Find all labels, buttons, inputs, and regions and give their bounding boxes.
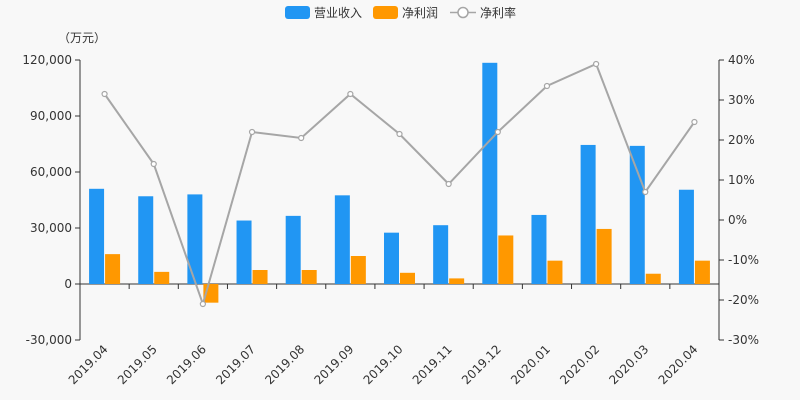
- revenue-bar: [482, 62, 498, 284]
- revenue-bar: [285, 215, 301, 284]
- right-tick-label: -20%: [728, 293, 759, 307]
- x-tick-label: 2019.12: [459, 342, 504, 387]
- revenue-bar: [384, 232, 399, 284]
- left-axis-unit: （万元）: [58, 31, 106, 45]
- legend-label-margin: 净利率: [480, 5, 516, 20]
- revenue-bar: [433, 225, 449, 284]
- x-tick-label: 2019.10: [361, 342, 406, 387]
- revenue-bar: [138, 196, 154, 284]
- revenue-bar: [629, 145, 645, 284]
- net-margin-point: [691, 118, 698, 126]
- net-profit-bar: [596, 228, 612, 284]
- legend: 营业收入 净利润 净利率: [285, 5, 516, 20]
- x-tick-label: 2019.11: [410, 342, 455, 387]
- left-tick-label: 120,000: [22, 53, 72, 67]
- legend-swatch-profit: [373, 6, 398, 19]
- net-profit-bar: [301, 270, 317, 284]
- right-tick-label: 30%: [728, 93, 755, 107]
- left-tick-label: 60,000: [30, 165, 72, 179]
- right-tick-label: 0%: [728, 213, 747, 227]
- revenue-bar: [531, 214, 547, 284]
- right-tick-label: -10%: [728, 253, 759, 267]
- x-tick-label: 2020.04: [656, 342, 701, 387]
- net-margin-point: [248, 128, 256, 136]
- left-tick-label: 0: [64, 277, 72, 291]
- x-tick-label: 2019.07: [213, 342, 258, 387]
- net-profit-bar: [252, 270, 268, 284]
- right-tick-label: 10%: [728, 173, 755, 187]
- x-tick-label: 2019.09: [311, 342, 356, 387]
- x-tick-label: 2020.01: [508, 342, 553, 387]
- net-margin-point: [593, 60, 600, 68]
- net-margin-point: [199, 300, 206, 308]
- left-tick-label: -30,000: [26, 333, 72, 347]
- revenue-bar: [580, 144, 596, 284]
- net-profit-bar: [498, 235, 514, 284]
- net-margin-point: [445, 180, 452, 188]
- x-tick-label: 2019.06: [164, 342, 209, 387]
- legend-marker-margin: [457, 6, 469, 19]
- net-profit-bar: [350, 256, 366, 284]
- x-tick-label: 2019.08: [262, 342, 307, 387]
- net-margin-point: [347, 90, 354, 98]
- right-tick-label: 40%: [728, 53, 755, 67]
- net-margin-point: [396, 130, 403, 138]
- net-profit-bar: [694, 260, 710, 284]
- legend-label-profit: 净利润: [402, 6, 438, 20]
- net-margin-line: [101, 60, 698, 308]
- x-tick-label: 2019.05: [115, 342, 160, 387]
- right-tick-label: 20%: [728, 133, 755, 147]
- net-profit-bar: [547, 260, 563, 284]
- net-margin-point: [642, 188, 649, 196]
- revenue-bar: [678, 189, 694, 284]
- legend-label-revenue: 营业收入: [314, 6, 362, 20]
- net-margin-point: [543, 82, 551, 90]
- revenue-bar: [187, 194, 203, 284]
- revenue-bar: [236, 220, 252, 284]
- x-tick-label: 2020.02: [557, 342, 602, 387]
- left-tick-label: 90,000: [30, 109, 72, 123]
- x-axis-labels: 2019.04 2019.05 2019.06 2019.07 2019.08 2019.…: [66, 342, 701, 387]
- right-tick-label: -30%: [728, 333, 759, 347]
- net-margin-point: [150, 160, 157, 168]
- net-profit-bar: [400, 272, 415, 284]
- x-tick-label: 2020.03: [606, 342, 651, 387]
- legend-swatch-revenue: [285, 6, 310, 19]
- net-margin-point: [101, 90, 108, 98]
- revenue-bar: [334, 195, 350, 284]
- net-profit-bar: [449, 278, 465, 284]
- net-margin-point: [298, 134, 305, 142]
- bars: [89, 62, 710, 303]
- net-margin-point: [494, 128, 501, 136]
- axes: 120,000 90,000 60,000 30,000 0 -30,000 40% 30% 2…: [22, 53, 759, 347]
- net-profit-bar: [154, 271, 170, 284]
- net-profit-bar: [645, 273, 661, 284]
- net-profit-bar: [105, 254, 121, 284]
- left-tick-label: 30,000: [30, 221, 72, 235]
- revenue-bar: [89, 188, 105, 284]
- x-tick-label: 2019.04: [66, 342, 111, 387]
